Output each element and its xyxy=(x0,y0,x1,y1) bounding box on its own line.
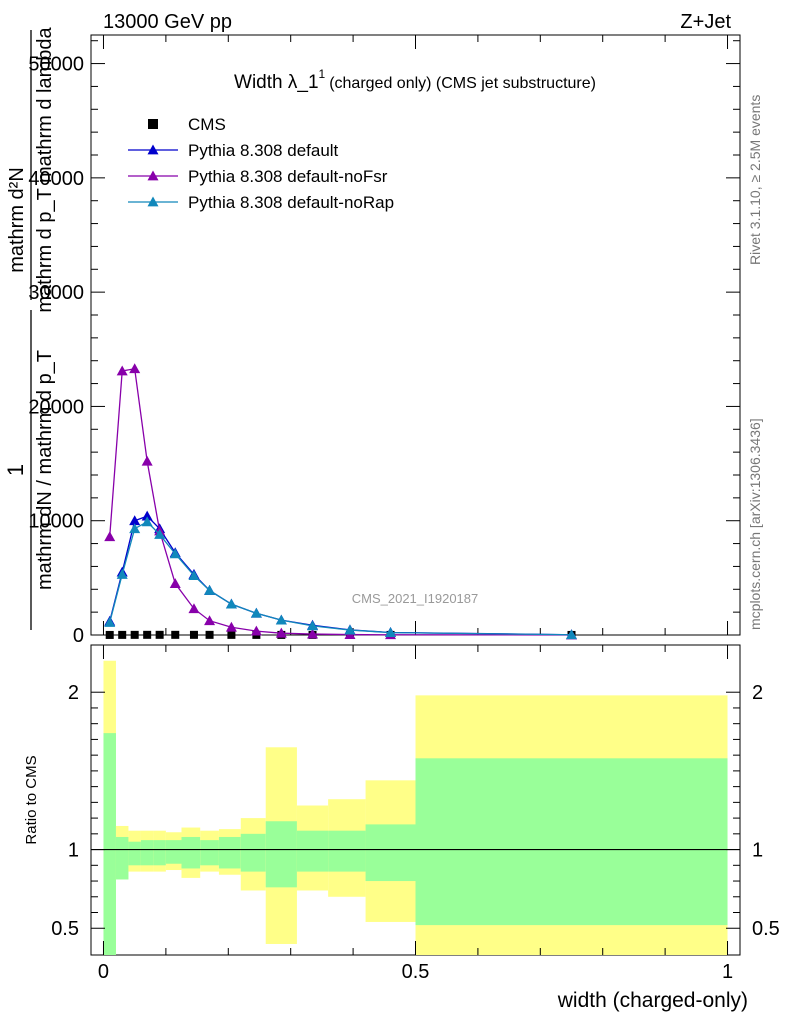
ratio-band-inner xyxy=(328,830,366,872)
legend-marker xyxy=(147,170,159,181)
legend-marker-cms xyxy=(148,119,158,129)
ratio-xtick-label: 1 xyxy=(722,961,733,983)
mc-point xyxy=(169,548,181,559)
mc-point xyxy=(129,363,141,374)
ylabel-prefix-num: 1 xyxy=(3,464,28,476)
cms-point xyxy=(143,630,152,639)
legend: CMS Pythia 8.308 default Pythia 8.308 defa… xyxy=(128,115,394,212)
mc-point xyxy=(116,365,128,376)
mc-point xyxy=(141,516,153,527)
mc-point xyxy=(204,615,216,626)
ratio-xtick-label: 0.5 xyxy=(402,961,430,983)
ratio-band-inner xyxy=(240,833,266,872)
mc-point xyxy=(141,510,153,521)
legend-marker xyxy=(147,144,159,155)
main-ytick-label: 40000 xyxy=(28,168,84,190)
legend-label: Pythia 8.308 default xyxy=(188,141,339,160)
cms-point xyxy=(189,630,198,639)
ratio-band-inner xyxy=(415,758,728,926)
ratio-ytick-label: 0.5 xyxy=(51,918,79,940)
ratio-band-inner xyxy=(218,836,241,869)
mc-point xyxy=(154,528,166,539)
main-ytick-label: 0 xyxy=(73,625,84,647)
mcplots-label: mcplots.cern.ch [arXiv:1306.3436] xyxy=(747,418,763,630)
main-ytick-label: 20000 xyxy=(28,396,84,418)
ratio-band-inner xyxy=(365,824,416,882)
main-axis-ticks: 0 10000 20000 30000 40000 50000 xyxy=(28,35,740,647)
legend-marker xyxy=(147,196,159,207)
mc-point xyxy=(275,627,287,638)
process-label: Z+Jet xyxy=(680,11,731,33)
mc-point xyxy=(188,570,200,580)
cms-point xyxy=(155,630,164,639)
cms-point xyxy=(171,630,180,639)
ratio-band-inner xyxy=(296,830,329,872)
ratio-xlabel: width (charged-only) xyxy=(557,989,748,1012)
ratio-band-inner xyxy=(153,840,166,866)
mc-point xyxy=(169,578,181,588)
cms-point xyxy=(130,630,139,639)
ratio-ytick-label-right: 2 xyxy=(752,682,763,704)
main-ytick-label: 30000 xyxy=(28,282,84,304)
ratio-xtick-label: 0 xyxy=(98,961,109,983)
mc-point xyxy=(116,568,128,579)
ratio-band-inner xyxy=(181,836,201,869)
main-title: Width λ_11(charged only) (CMS jet substr… xyxy=(234,67,596,93)
cms-point xyxy=(205,630,214,639)
ratio-ylabel: Ratio to CMS xyxy=(23,755,40,844)
ratio-band-inner xyxy=(140,840,154,866)
main-ytick-label: 50000 xyxy=(28,54,84,76)
ylabel-prefix-den: mathrm dN / mathrm d p_T xyxy=(34,350,56,590)
mc-point xyxy=(225,598,237,609)
legend-label: CMS xyxy=(188,115,226,134)
main-series xyxy=(104,363,578,640)
mc-point xyxy=(250,607,262,618)
mc-point xyxy=(104,616,116,627)
ratio-ytick-label: 2 xyxy=(68,682,79,704)
mc-point xyxy=(307,620,319,631)
mc-point xyxy=(307,628,319,639)
ratio-axis-ticks: 0.5 0.5 1 1 2 2 0 0.5 1 xyxy=(51,645,780,983)
ratio-band-inner xyxy=(128,841,141,866)
cms-point xyxy=(105,630,114,639)
mc-point xyxy=(204,584,216,595)
energy-label: 13000 GeV pp xyxy=(103,11,232,33)
main-ylabel: 1 mathrm dN / mathrm d p_T mathrm d²N ma… xyxy=(3,26,56,630)
ratio-band-inner xyxy=(265,821,297,888)
mc-point xyxy=(566,629,578,640)
ylabel-den: mathrm d p_T mathrm d lambda xyxy=(34,26,56,312)
ratio-band-inner xyxy=(200,840,219,866)
ratio-bands xyxy=(91,660,740,955)
mc-point xyxy=(275,614,287,625)
legend-label: Pythia 8.308 default-noRap xyxy=(188,193,394,212)
cms-point xyxy=(227,630,236,639)
mc-point xyxy=(129,515,141,526)
ratio-band-inner xyxy=(165,840,182,864)
ratio-ytick-label-right: 1 xyxy=(752,840,763,862)
ratio-band-inner xyxy=(115,836,129,880)
mc-point xyxy=(250,625,262,636)
ratio-band-inner xyxy=(103,733,116,955)
mc-point xyxy=(225,621,237,632)
rivet-label: Rivet 3.1.10, ≥ 2.5M events xyxy=(747,95,763,265)
mc-point xyxy=(385,627,397,637)
mc-point xyxy=(141,455,153,466)
series-line xyxy=(109,521,572,636)
ratio-ytick-label: 1 xyxy=(68,840,79,862)
mc-point xyxy=(188,603,200,614)
series-line xyxy=(109,367,572,636)
series-line xyxy=(109,515,572,636)
mc-point xyxy=(129,523,141,534)
ylabel-num: mathrm d²N xyxy=(6,167,28,273)
legend-label: Pythia 8.308 default-noFsr xyxy=(188,167,388,186)
mc-point xyxy=(344,624,356,635)
cms-point xyxy=(118,630,127,639)
mc-point xyxy=(104,531,116,542)
main-ytick-label: 10000 xyxy=(28,511,84,533)
ratio-ytick-label-right: 0.5 xyxy=(752,918,780,940)
analysis-watermark: CMS_2021_I1920187 xyxy=(352,591,479,606)
